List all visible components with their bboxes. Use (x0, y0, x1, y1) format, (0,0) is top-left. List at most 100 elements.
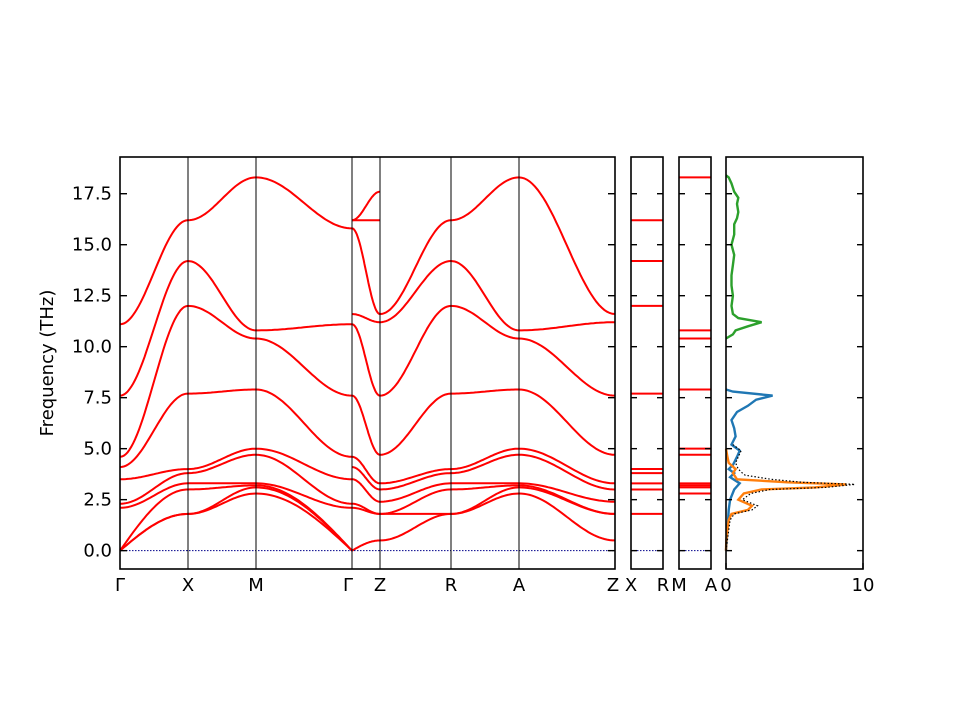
band-line (187, 304, 256, 340)
band-line (188, 492, 257, 515)
dos-frame (725, 156, 864, 570)
dos-series-line (725, 174, 762, 340)
dos-panel: 0 10 (720, 156, 875, 596)
band-line (518, 388, 616, 456)
band-line (119, 260, 189, 397)
y-tick-label: 10.0 (72, 337, 112, 358)
band-line (450, 447, 519, 471)
x-tick-label: Γ (115, 575, 125, 596)
band-line (351, 466, 381, 491)
x-tick-label: R (445, 575, 458, 596)
band-line (119, 219, 189, 326)
band-line (351, 394, 381, 456)
y-tick-label: 7.5 (83, 388, 112, 409)
x-tick-label: A (705, 575, 718, 596)
dos-series-line (724, 388, 773, 551)
band-line (379, 304, 452, 397)
band-line (451, 453, 519, 475)
y-tick-label: 15.0 (72, 235, 112, 256)
band-line (255, 486, 353, 552)
band-line (119, 488, 188, 552)
band-line (519, 447, 615, 485)
x-tick-label: M (248, 575, 264, 596)
band-line (519, 453, 616, 491)
dos-ticks: 0 10 (720, 193, 875, 596)
band-line (188, 453, 256, 475)
band-line (119, 512, 189, 552)
x-tick-label: 10 (852, 575, 875, 596)
band-line (255, 337, 353, 397)
band-line (255, 482, 352, 509)
band-line (351, 323, 381, 397)
y-tick-label: 17.5 (72, 184, 112, 205)
band-line (188, 388, 256, 395)
x-tick-label: A (513, 575, 526, 596)
band-line (351, 227, 381, 315)
xr-frame (630, 156, 664, 570)
y-tick-label: 12.5 (72, 286, 112, 307)
band-line (255, 388, 353, 458)
band-line (255, 492, 353, 552)
band-line (352, 190, 380, 222)
dos-curves (724, 174, 855, 551)
x-tick-label: Γ (343, 575, 353, 596)
band-line (187, 260, 257, 332)
x-tick-label: 0 (720, 575, 731, 596)
y-axis-label: Frequency (THz) (37, 290, 58, 437)
band-line (450, 304, 519, 340)
band-line (351, 502, 380, 515)
ma-flat-bands (679, 176, 711, 552)
band-line (119, 304, 189, 458)
xr-flat-bands (631, 219, 663, 552)
band-line (187, 484, 256, 491)
x-tick-label: X (625, 575, 637, 596)
band-line (519, 484, 615, 515)
band-structure-panel: 0.02.55.07.510.012.515.017.5Γ X M Γ Z R A Z Fre… (37, 156, 619, 596)
band-line (351, 455, 380, 485)
x-tick-label: Z (374, 575, 386, 596)
band-line (119, 392, 189, 468)
band-line (380, 512, 452, 542)
band-line (450, 260, 520, 332)
band-line (380, 468, 451, 485)
band-line (119, 468, 188, 481)
x-tick-label: Z (607, 575, 619, 596)
band-line (351, 539, 381, 552)
band-line (188, 486, 257, 515)
band-line (518, 482, 615, 503)
dos-total-line (725, 444, 855, 551)
y-tick-label: 2.5 (83, 490, 112, 511)
band-line (255, 176, 353, 230)
band-line (519, 321, 615, 332)
band-line (518, 337, 616, 397)
band-line (379, 219, 452, 315)
band-line (518, 492, 615, 542)
band-line (119, 512, 189, 552)
y-tick-label: 5.0 (83, 439, 112, 460)
ma-frame (678, 156, 712, 570)
x-tick-label: X (182, 575, 194, 596)
band-line (351, 313, 380, 324)
band-line (256, 484, 353, 552)
band-structure-curves (119, 176, 616, 552)
x-tick-label: R (657, 575, 670, 596)
band-line (120, 482, 189, 509)
band-line (518, 176, 616, 315)
band-line (379, 392, 452, 456)
band-structure-ticks: 0.02.55.07.510.012.515.017.5Γ X M Γ Z R A Z (72, 157, 619, 596)
band-line (450, 484, 519, 491)
band-line (187, 447, 256, 471)
y-tick-label: 0.0 (83, 541, 112, 562)
dos-series-line (724, 448, 847, 551)
band-line (379, 260, 452, 324)
band-line (450, 176, 520, 222)
band-line (187, 176, 257, 222)
band-line (379, 472, 452, 491)
band-line (451, 486, 520, 515)
band-line (120, 472, 189, 505)
